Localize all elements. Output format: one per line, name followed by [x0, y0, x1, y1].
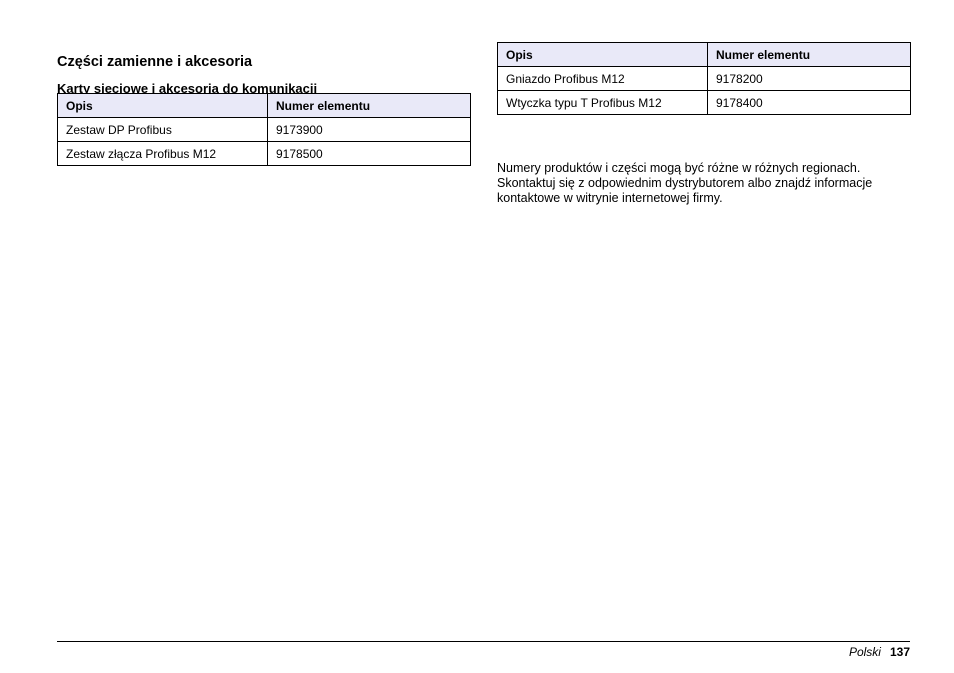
footer-language-label: Polski [848, 645, 881, 659]
part-number-cell: 9178400 [707, 90, 911, 115]
part-number-cell: 9178500 [267, 141, 471, 166]
table-header-row: Opis Numer elementu [57, 93, 471, 118]
section-subheading: Karty sieciowe i akcesoria do komunikacj… [57, 80, 318, 96]
table-row: Zestaw DP Profibus 9173900 [57, 117, 471, 142]
footer-page-number: 137 [889, 645, 910, 659]
description-cell: Zestaw złącza Profibus M12 [57, 141, 268, 166]
parts-table-left: Opis Numer elementu Zestaw DP Profibus 9… [57, 93, 471, 166]
table-row: Gniazdo Profibus M12 9178200 [497, 66, 911, 91]
regional-availability-note: Numery produktów i części mogą być różne… [497, 160, 873, 205]
column-header-description: Opis [497, 42, 708, 67]
part-number-cell: 9173900 [267, 117, 471, 142]
parts-table-right: Opis Numer elementu Gniazdo Profibus M12… [497, 42, 911, 115]
table-row: Wtyczka typu T Profibus M12 9178400 [497, 90, 911, 115]
description-cell: Wtyczka typu T Profibus M12 [497, 90, 708, 115]
description-cell: Gniazdo Profibus M12 [497, 66, 708, 91]
description-cell: Zestaw DP Profibus [57, 117, 268, 142]
table-header-row: Opis Numer elementu [497, 42, 911, 67]
column-header-part-number: Numer elementu [707, 42, 911, 67]
column-header-part-number: Numer elementu [267, 93, 471, 118]
page-footer: Polski 137 [57, 641, 910, 659]
part-number-cell: 9178200 [707, 66, 911, 91]
table-row: Zestaw złącza Profibus M12 9178500 [57, 141, 471, 166]
page-title: Części zamienne i akcesoria [57, 53, 253, 70]
column-header-description: Opis [57, 93, 268, 118]
